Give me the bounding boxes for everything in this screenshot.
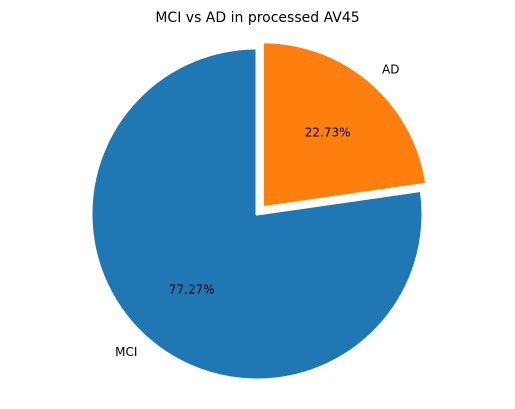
pie-slice-ad: [260, 40, 429, 210]
pie-labels: MCI 77.27% AD 22.73%: [115, 63, 399, 359]
slice-percent-ad: 22.73%: [305, 125, 351, 139]
pie-slice-mci: [89, 46, 425, 382]
slice-label-ad: AD: [382, 63, 399, 77]
slice-percent-mci: 77.27%: [169, 282, 215, 296]
pie-slices: [89, 40, 429, 382]
chart-title: MCI vs AD in processed AV45: [155, 10, 359, 26]
slice-label-mci: MCI: [115, 345, 137, 359]
